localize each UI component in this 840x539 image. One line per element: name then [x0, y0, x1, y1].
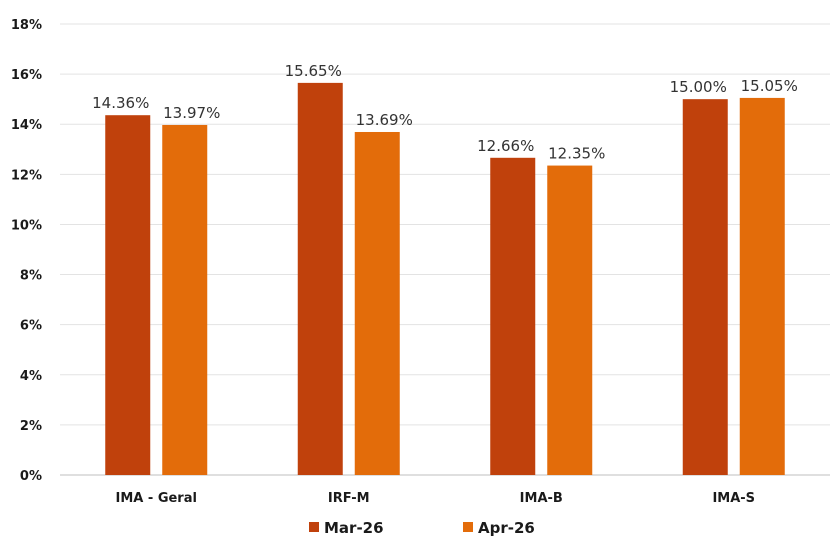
- y-tick-label: 0%: [20, 469, 42, 484]
- data-label: 13.97%: [163, 104, 220, 122]
- y-tick-label: 8%: [20, 269, 42, 284]
- legend-label: Apr-26: [478, 519, 535, 537]
- legend-swatch: [463, 522, 473, 532]
- y-tick-label: 12%: [11, 168, 42, 183]
- bar-mar-26-1: [297, 82, 343, 475]
- y-tick-label: 10%: [11, 218, 42, 233]
- x-tick-label: IMA - Geral: [116, 491, 197, 506]
- y-tick-label: 14%: [11, 118, 42, 133]
- data-label: 15.00%: [670, 78, 727, 96]
- y-tick-label: 2%: [20, 419, 42, 434]
- bar-apr-26-1: [354, 131, 400, 475]
- bars: [105, 82, 785, 476]
- data-label: 12.35%: [548, 145, 605, 163]
- bar-apr-26-2: [547, 165, 593, 475]
- bar-mar-26-2: [490, 157, 536, 475]
- bar-apr-26-0: [162, 124, 208, 476]
- x-axis: IMA - Geral IRF-M IMA-B IMA-S: [116, 491, 756, 506]
- bar-apr-26-3: [739, 97, 785, 476]
- data-label: 13.69%: [356, 111, 413, 129]
- data-label: 15.05%: [741, 77, 798, 95]
- x-tick-label: IRF-M: [328, 491, 370, 506]
- data-label: 15.65%: [285, 62, 342, 80]
- x-tick-label: IMA-B: [520, 491, 563, 506]
- legend-label: Mar-26: [324, 519, 384, 537]
- bar-mar-26-0: [105, 115, 151, 476]
- legend-swatch: [309, 522, 319, 532]
- y-tick-label: 16%: [11, 68, 42, 83]
- y-tick-label: 4%: [20, 369, 42, 384]
- data-labels: 14.36% 13.97% 15.65% 13.69% 12.66% 12.35% 15.0…: [92, 62, 798, 163]
- legend: Mar-26 Apr-26: [309, 519, 535, 537]
- y-axis: 0% 2% 4% 6% 8% 10% 12% 14% 16% 18%: [11, 18, 42, 484]
- y-tick-label: 18%: [11, 18, 42, 33]
- x-tick-label: IMA-S: [712, 491, 755, 506]
- data-label: 12.66%: [477, 137, 534, 155]
- y-tick-label: 6%: [20, 319, 42, 334]
- bar-mar-26-3: [682, 99, 728, 476]
- data-label: 14.36%: [92, 94, 149, 112]
